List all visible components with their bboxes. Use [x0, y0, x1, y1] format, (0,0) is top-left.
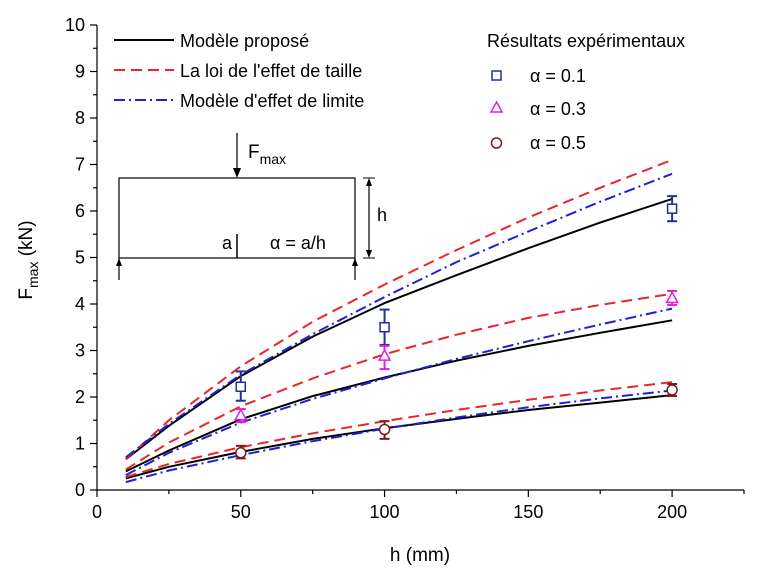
y-axis-label: Fmax (kN)	[16, 220, 41, 299]
data-point-alpha-0.1-h-100	[379, 322, 390, 333]
exp-legend-alpha-01: α = 0.1	[530, 66, 586, 86]
experimental-markers	[234, 203, 679, 459]
force-label-sub: max	[260, 151, 286, 167]
ratio-label: α = a/h	[270, 233, 326, 253]
legend-label-dashdot: Modèle d'effet de limite	[180, 91, 364, 111]
exp-legend-alpha-03: α = 0.3	[530, 99, 586, 119]
legend-marker-triangle	[489, 100, 504, 113]
y-axis-label-sub: max	[25, 262, 41, 288]
support-right-head	[352, 258, 358, 266]
data-point-alpha-0.3-h-200	[665, 290, 679, 304]
height-dimension-bottom	[366, 250, 372, 258]
x-tick-label: 50	[231, 502, 251, 522]
legend-marker-circle	[490, 137, 503, 149]
exp-legend-alpha-05: α = 0.5	[530, 133, 586, 153]
legend-label-dashed: La loi de l'effet de taille	[180, 61, 362, 81]
legend-label-solid: Modèle proposé	[180, 31, 309, 51]
y-axis-label-unit: (kN)	[16, 220, 37, 261]
y-tick-label: 6	[75, 201, 85, 221]
y-tick-label: 2	[75, 387, 85, 407]
model-legend: Modèle proposé La loi de l'effet de tail…	[114, 31, 364, 111]
crack-label: a	[222, 233, 233, 253]
exp-legend-title: Résultats expérimentaux	[487, 31, 685, 51]
y-ticks: 0 1 2 3 4 5 6 7 8 9 10	[65, 15, 97, 500]
x-ticks: 0 50 100 150 200	[92, 490, 745, 522]
data-point-alpha-0.3-h-100	[377, 348, 392, 361]
data-point-alpha-0.5-h-100	[378, 423, 391, 436]
data-point-alpha-0.3-h-50	[234, 408, 248, 421]
y-tick-label: 1	[75, 434, 85, 454]
y-tick-label: 4	[75, 294, 85, 314]
height-label: h	[377, 205, 387, 225]
legend-marker-square	[491, 70, 502, 81]
support-left-head	[116, 258, 122, 266]
data-point-alpha-0.5-h-200	[666, 384, 678, 396]
height-dimension-top	[366, 178, 372, 186]
beam-schematic: Fmax a α = a/h h	[116, 133, 387, 280]
y-tick-label: 9	[75, 62, 85, 82]
force-label: Fmax	[248, 142, 286, 167]
data-point-alpha-0.1-h-50	[235, 381, 247, 393]
data-point-alpha-0.5-h-50	[235, 447, 247, 459]
y-tick-label: 10	[65, 15, 85, 35]
series-line-dashed-alpha-0.1	[125, 158, 673, 461]
y-axis-label-main: F	[16, 288, 37, 300]
x-tick-label: 200	[657, 502, 687, 522]
series-line-dashdot-alpha-0.3	[125, 307, 673, 476]
x-axis-label: h (mm)	[390, 545, 450, 566]
x-tick-label: 0	[92, 502, 102, 522]
y-tick-label: 0	[75, 480, 85, 500]
data-point-alpha-0.1-h-200	[666, 203, 678, 214]
x-tick-label: 150	[513, 502, 543, 522]
y-tick-label: 5	[75, 248, 85, 268]
experimental-legend: Résultats expérimentaux α = 0.1 α = 0.3 …	[487, 31, 685, 153]
series-line-dashed-alpha-0.3	[125, 292, 673, 471]
y-tick-label: 7	[75, 155, 85, 175]
series-line-solid-alpha-0.1	[125, 197, 673, 461]
x-tick-label: 100	[370, 502, 400, 522]
series-line-dashdot-alpha-0.5	[125, 389, 673, 484]
series-line-solid-alpha-0.3	[125, 319, 673, 473]
y-tick-label: 3	[75, 341, 85, 361]
force-label-main: F	[248, 142, 260, 163]
force-arrow-head	[233, 168, 241, 178]
y-tick-label: 8	[75, 108, 85, 128]
